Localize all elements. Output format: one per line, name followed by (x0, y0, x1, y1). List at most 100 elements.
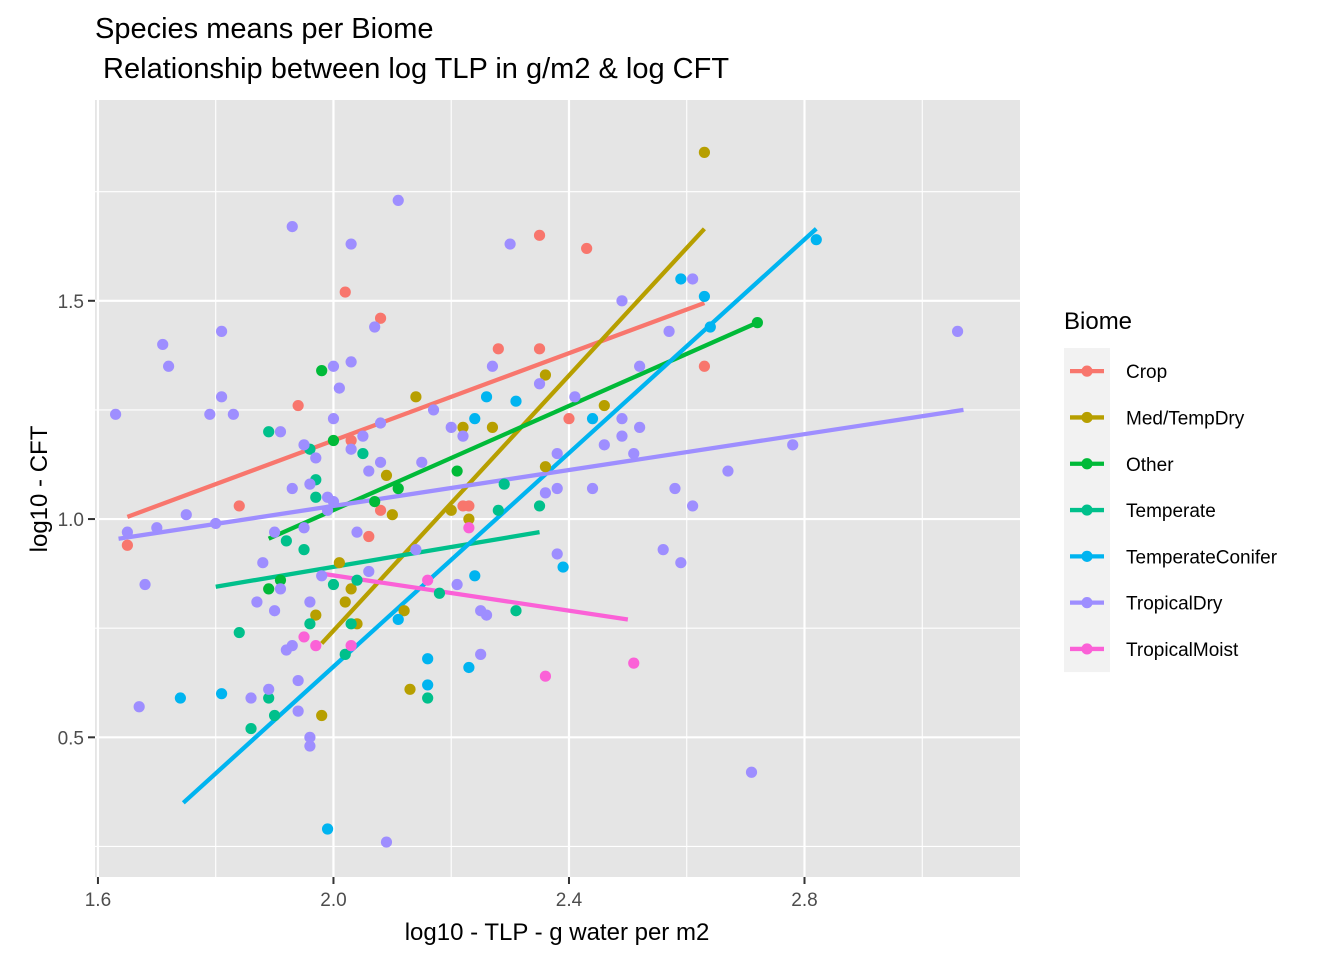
data-point (180, 509, 192, 521)
legend-key-point (1081, 504, 1093, 516)
data-point (533, 343, 546, 355)
data-point (286, 220, 298, 233)
data-point (227, 408, 239, 420)
data-point (745, 766, 758, 778)
data-point (480, 391, 493, 403)
data-point (268, 709, 281, 722)
data-point (533, 378, 546, 390)
data-point (951, 325, 964, 337)
legend-label: TropicalDry (1126, 594, 1223, 615)
data-point (327, 360, 340, 372)
data-point (539, 461, 552, 473)
data-point (463, 661, 475, 674)
data-point (274, 574, 287, 586)
data-point (292, 705, 304, 717)
data-point (298, 439, 310, 451)
data-point (133, 701, 145, 713)
data-point (533, 500, 546, 512)
data-point (215, 391, 228, 403)
data-point (581, 242, 593, 255)
data-point (616, 430, 628, 442)
data-point (351, 526, 363, 538)
data-point (345, 434, 357, 447)
data-point (416, 456, 428, 468)
data-point (245, 722, 257, 735)
data-point (657, 544, 669, 556)
data-point (304, 740, 316, 752)
data-point (139, 578, 151, 591)
data-point (327, 434, 340, 447)
data-point (675, 557, 687, 569)
data-point (392, 194, 404, 206)
data-point (316, 365, 328, 377)
legend-key-point (1081, 458, 1093, 470)
data-point (557, 561, 569, 573)
data-point (268, 526, 281, 538)
data-point (374, 456, 387, 468)
y-tick-label: 1.5 (58, 292, 84, 313)
data-point (274, 426, 287, 438)
data-point (233, 500, 245, 512)
y-axis-title: log10 - CFT (26, 425, 53, 552)
data-point (110, 408, 122, 420)
fit-line (126, 300, 706, 519)
data-point (539, 670, 552, 682)
grid-major (95, 100, 1020, 877)
data-point (722, 465, 734, 477)
data-point (704, 321, 716, 333)
data-point (457, 421, 469, 433)
data-point (310, 491, 322, 503)
data-point (363, 565, 375, 578)
data-point (480, 609, 493, 621)
data-point (510, 395, 522, 407)
data-point (427, 404, 440, 416)
data-point (422, 574, 434, 586)
data-point (410, 391, 422, 403)
data-point (669, 482, 681, 495)
legend-label: Temperate (1126, 501, 1216, 522)
y-tick-label: 1.0 (58, 510, 84, 531)
data-point (310, 609, 322, 621)
data-point (598, 439, 610, 451)
data-point (210, 517, 222, 530)
data-point (174, 692, 186, 704)
data-point (433, 587, 446, 599)
data-point (551, 548, 563, 560)
data-point (698, 360, 711, 372)
data-point (263, 692, 275, 704)
data-point (616, 295, 628, 307)
data-point (268, 605, 281, 617)
data-point (292, 399, 304, 412)
data-point (392, 482, 404, 495)
data-point (628, 447, 640, 460)
data-point (357, 447, 369, 460)
data-point (469, 413, 481, 425)
data-point (586, 413, 599, 425)
chart-subtitle: Relationship between log TLP in g/m2 & l… (95, 53, 729, 85)
data-point (310, 640, 322, 652)
data-point (469, 570, 481, 582)
data-point (304, 478, 316, 490)
legend-key-point (1081, 550, 1093, 562)
data-point (634, 421, 646, 433)
data-point (316, 570, 328, 582)
data-point (463, 522, 475, 534)
data-point (687, 273, 699, 285)
data-point (292, 674, 304, 687)
data-point (486, 421, 499, 433)
data-point (257, 557, 269, 569)
data-point (316, 709, 328, 722)
data-point (533, 229, 546, 241)
data-point (492, 504, 504, 516)
legend-key-point (1081, 365, 1093, 377)
data-point (504, 238, 516, 250)
data-point (215, 325, 228, 337)
data-point (486, 360, 499, 372)
data-point (598, 399, 610, 412)
x-tick-label: 2.0 (320, 890, 346, 911)
data-point (121, 526, 133, 538)
data-point (304, 596, 316, 608)
data-point (569, 391, 581, 403)
data-point (698, 146, 711, 158)
data-point (445, 504, 457, 516)
